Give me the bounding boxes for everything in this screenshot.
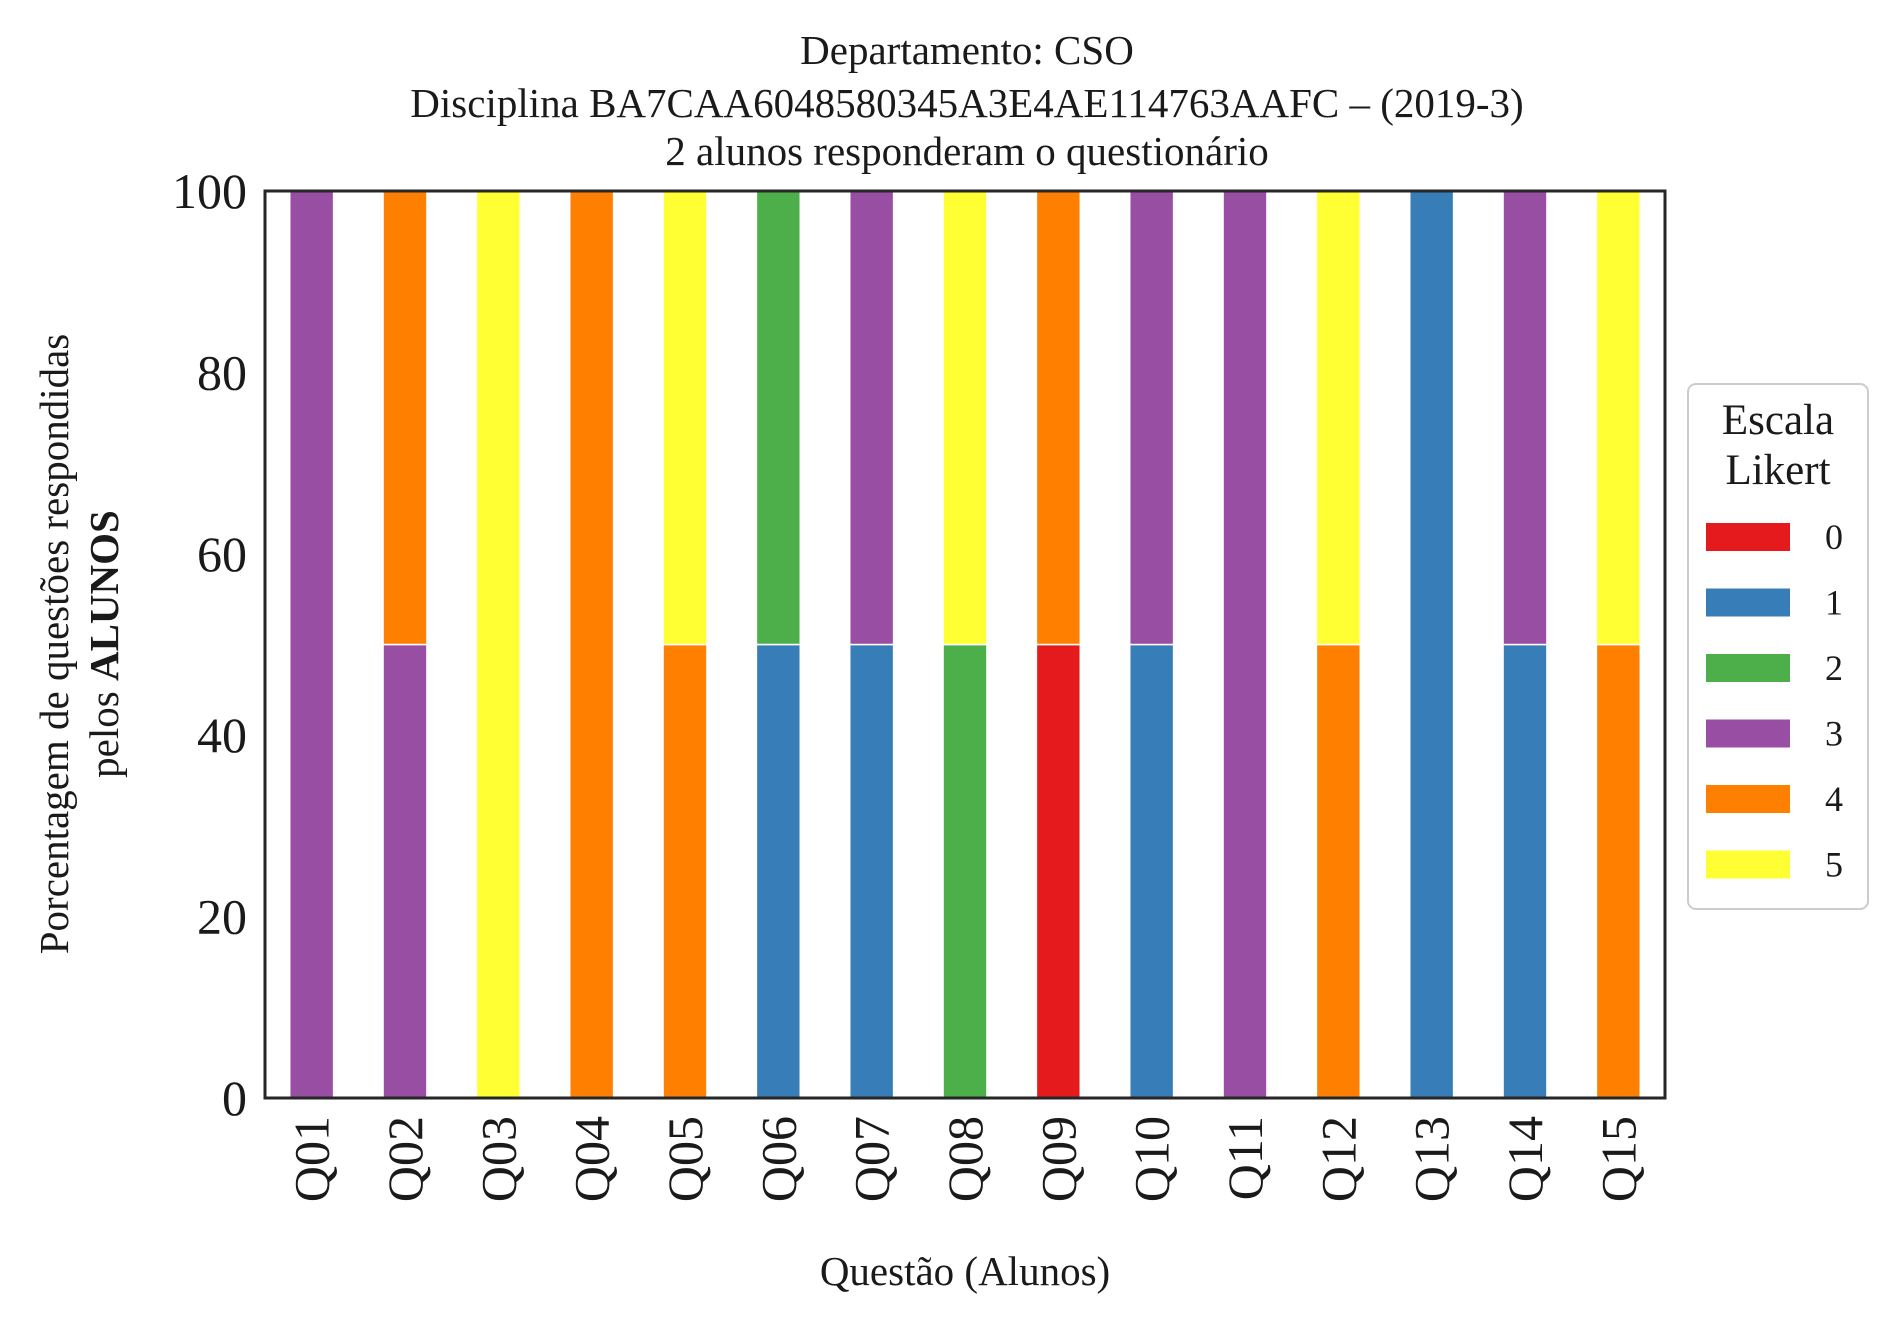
x-tick-label-q05: Q05 (657, 1116, 713, 1202)
y-axis-label: Porcentagem de questões respondidas pelo… (31, 334, 127, 955)
legend-label-2: 2 (1825, 648, 1843, 688)
y-tick-label-100: 100 (172, 163, 247, 219)
x-tick-label-q03: Q03 (470, 1116, 526, 1202)
x-axis-label: Questão (Alunos) (820, 1248, 1110, 1294)
x-tick-label-q08: Q08 (937, 1116, 993, 1202)
y-axis-ticks: 0 20 40 60 80 100 (172, 163, 247, 1126)
legend-frame (1687, 383, 1869, 910)
bar-segment-q07-likert-1 (848, 643, 895, 1099)
legend-swatch-2 (1706, 654, 1790, 682)
bar-segment-q06-likert-1 (755, 643, 802, 1099)
y-tick-label-40: 40 (197, 707, 247, 763)
y-tick-label-80: 80 (197, 344, 247, 400)
x-tick-label-q13: Q13 (1404, 1116, 1460, 1202)
legend-swatch-5 (1706, 850, 1790, 879)
bar-segment-q10-likert-3 (1128, 190, 1175, 646)
chart-title-line-2: Disciplina BA7CAA6048580345A3E4AE114763A… (410, 80, 1523, 126)
plot-frame (263, 189, 1667, 1100)
x-tick-label-q06: Q06 (750, 1116, 806, 1202)
bar-segment-q08-likert-2 (942, 643, 988, 1099)
x-axis-ticks: Q01 Q02 Q03 Q04 Q05 Q06 Q07 Q08 Q09 Q10 Q11 Q12 Q13 Q… (284, 1116, 1647, 1202)
bar-segment-q15-likert-5 (1595, 190, 1642, 646)
bar-segment-q05-likert-4 (662, 643, 708, 1099)
bar-segment-q05-likert-5 (662, 190, 708, 646)
legend-label-3: 3 (1825, 714, 1843, 754)
bar-segment-q06-likert-2 (755, 190, 802, 646)
legend-title-line-2: Likert (1725, 447, 1830, 494)
bar-segment-q15-likert-4 (1595, 643, 1642, 1099)
x-tick-label-q15: Q15 (1590, 1116, 1646, 1202)
legend-label-5: 5 (1825, 845, 1843, 885)
x-tick-label-q10: Q10 (1124, 1116, 1180, 1202)
chart-title-line-1: Departamento: CSO (800, 27, 1134, 73)
bar-segment-q14-likert-1 (1502, 643, 1548, 1099)
bar-segment-q04-likert-4 (568, 190, 615, 1099)
x-tick-label-q11: Q11 (1217, 1116, 1273, 1200)
x-tick-label-q02: Q02 (377, 1116, 433, 1202)
x-tick-label-q07: Q07 (844, 1116, 900, 1202)
y-tick-label-0: 0 (222, 1070, 247, 1126)
legend-swatch-3 (1706, 719, 1790, 748)
y-axis-label-line-2: pelos ALUNOS (81, 510, 127, 778)
legend-swatch-1 (1706, 588, 1790, 617)
bar-segment-q02-likert-4 (382, 190, 428, 646)
x-tick-label-q12: Q12 (1310, 1116, 1366, 1202)
bar-segment-q08-likert-5 (942, 190, 988, 646)
bars-group (288, 190, 1642, 1099)
bar-segment-q09-likert-4 (1035, 190, 1082, 646)
legend-label-4: 4 (1825, 779, 1843, 819)
bar-segment-q14-likert-3 (1502, 190, 1548, 646)
y-tick-label-20: 20 (197, 889, 247, 945)
bar-segment-q09-likert-0 (1035, 643, 1082, 1099)
y-axis-label-bold: ALUNOS (81, 510, 127, 681)
legend-label-0: 0 (1825, 517, 1843, 557)
chart-title-line-3: 2 alunos responderam o questionário (665, 128, 1268, 174)
bar-segment-q12-likert-4 (1315, 643, 1362, 1099)
x-tick-label-q09: Q09 (1030, 1116, 1086, 1202)
x-tick-label-q14: Q14 (1497, 1116, 1553, 1202)
bar-segment-q10-likert-1 (1128, 643, 1175, 1099)
y-tick-label-60: 60 (197, 526, 247, 582)
x-tick-label-q04: Q04 (564, 1116, 620, 1202)
bar-segment-q13-likert-1 (1408, 190, 1455, 1099)
bar-segment-q02-likert-3 (382, 643, 428, 1099)
legend-label-1: 1 (1825, 583, 1843, 623)
legend-title-line-1: Escala (1722, 397, 1834, 444)
legend-swatch-0 (1706, 523, 1790, 551)
x-tick-label-q01: Q01 (284, 1116, 340, 1202)
y-axis-label-prefix: pelos (81, 681, 127, 778)
y-axis-label-line-1: Porcentagem de questões respondidas (31, 334, 77, 955)
bar-segment-q03-likert-5 (475, 190, 522, 1099)
bar-segment-q11-likert-3 (1222, 190, 1268, 1099)
bar-segment-q01-likert-3 (288, 190, 335, 1099)
bar-segment-q12-likert-5 (1315, 190, 1362, 646)
legend-items: 0 1 2 3 4 5 (1706, 517, 1843, 885)
legend-swatch-4 (1706, 785, 1790, 813)
legend: Escala Likert 0 1 2 3 4 5 (1687, 383, 1869, 910)
bar-segment-q07-likert-3 (848, 190, 895, 646)
